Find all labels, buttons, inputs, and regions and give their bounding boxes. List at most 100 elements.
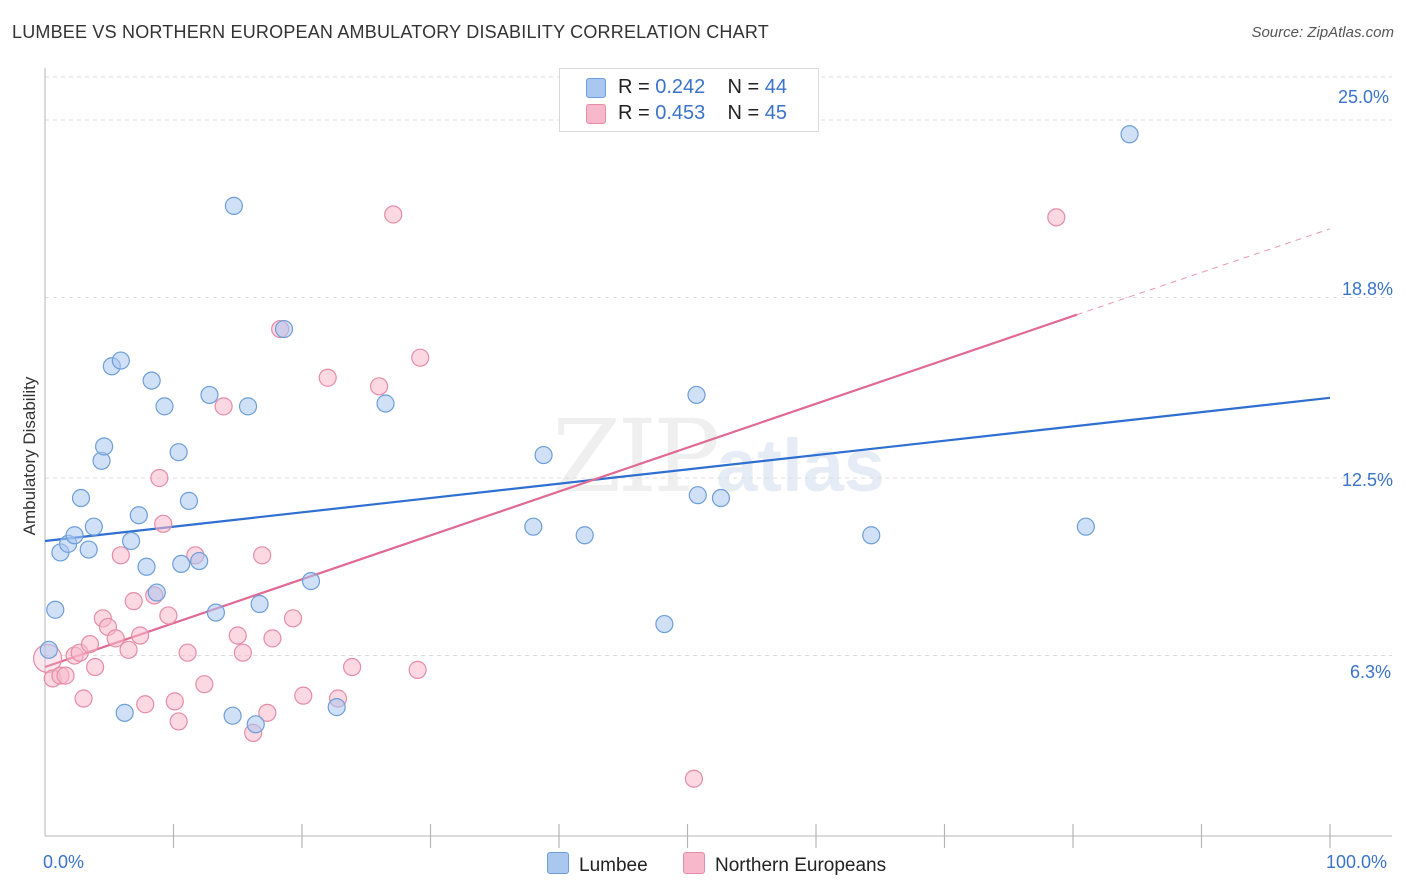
northern-europeans-point [263, 629, 282, 648]
northern-europeans-point [124, 592, 143, 611]
northern-europeans-point [150, 468, 169, 488]
lumbee-point [246, 715, 265, 734]
y-tick-label-25: 25.0% [1338, 87, 1390, 107]
legend-n-value-lumbee: 44 [764, 76, 788, 98]
lumbee-point [1076, 517, 1095, 536]
lumbee-point [376, 394, 395, 413]
lumbee-point [655, 614, 674, 634]
lumbee-point [79, 540, 98, 559]
bottom-legend-northern-europeans: Northern Europeans [683, 852, 886, 877]
lumbee-point [687, 385, 706, 405]
northern-europeans-point [86, 657, 105, 677]
lumbee-point [274, 319, 294, 339]
correlation-legend: R = 0.242 N = 44 R = 0.453 N = 45 [559, 68, 819, 132]
lumbee-point [534, 445, 553, 465]
northern-europeans-point [228, 626, 247, 645]
lumbee-point [206, 603, 226, 622]
northern-europeans-point [154, 514, 173, 533]
northern-europeans-point [258, 703, 277, 722]
northern-europeans-point [119, 640, 138, 659]
legend-n-value-northern-europeans: 45 [764, 102, 788, 124]
northern-europeans-point [111, 546, 130, 565]
lumbee-point [575, 526, 594, 545]
gridlines [45, 76, 1392, 657]
lumbee-point [46, 600, 65, 619]
watermark-atlas: atlas [716, 424, 885, 507]
lumbee-point [84, 517, 103, 536]
legend-r-label: R = [618, 76, 650, 98]
bottom-legend-label-northern-europeans: Northern Europeans [715, 855, 887, 876]
lumbee-point [223, 706, 242, 725]
lumbee-point [1120, 125, 1139, 144]
legend-n-label: N = [727, 76, 760, 98]
lumbee-point [179, 491, 199, 510]
trend-line-northern-europeans [44, 313, 1078, 669]
northern-europeans-point [343, 657, 362, 677]
lumbee-point [190, 551, 209, 571]
northern-europeans-point [318, 368, 337, 387]
lumbee-point [137, 557, 156, 576]
northern-europeans-point [1047, 208, 1066, 227]
northern-europeans-point [169, 712, 188, 731]
data-points [32, 125, 1139, 788]
lumbee-point [129, 506, 148, 525]
y-tick-label-6-3: 6.3% [1350, 662, 1392, 682]
lumbee-point [71, 488, 91, 508]
northern-europeans-point [283, 609, 303, 628]
northern-europeans-point [165, 692, 184, 711]
lumbee-point [147, 583, 166, 602]
northern-europeans-point [136, 695, 155, 714]
northern-europeans-point [195, 675, 214, 694]
y-tick-label-18-8: 18.8% [1342, 279, 1394, 299]
lumbee-point [142, 371, 161, 390]
x-tick-label-max: 100.0% [1326, 852, 1388, 872]
northern-europeans-point [74, 689, 93, 708]
northern-europeans-point [411, 348, 430, 367]
y-tick-label-12-5: 12.5% [1342, 470, 1394, 490]
legend-r-value-northern-europeans: 0.453 [655, 102, 706, 124]
trend-line-lumbee [44, 396, 1331, 543]
northern-europeans-point [130, 626, 150, 645]
northern-europeans-point [80, 635, 100, 654]
chart-title: LUMBEE VS NORTHERN EUROPEAN AMBULATORY D… [12, 22, 769, 42]
lumbee-point [121, 531, 141, 551]
legend-swatch-northern-europeans [586, 104, 606, 124]
northern-europeans-point [214, 397, 233, 416]
northern-europeans-point [159, 606, 178, 625]
trend-line-extension [1076, 228, 1331, 316]
lumbee-point [250, 594, 269, 614]
source-credit: Source: ZipAtlas.com [1251, 24, 1394, 41]
lumbee-point [172, 554, 191, 574]
northern-europeans-point [106, 629, 125, 648]
lumbee-point [711, 488, 731, 508]
trend-lines [44, 228, 1331, 669]
northern-europeans-point [370, 377, 389, 396]
legend-r-value-lumbee: 0.242 [655, 76, 706, 98]
lumbee-point [39, 640, 58, 659]
lumbee-point [111, 351, 130, 370]
lumbee-point [115, 703, 134, 722]
bottom-legend-swatch-lumbee [547, 852, 569, 874]
northern-europeans-point [294, 686, 313, 705]
x-tick-label-min: 0.0% [43, 852, 85, 872]
northern-europeans-point [384, 205, 403, 224]
lumbee-point [327, 698, 346, 717]
lumbee-point [169, 443, 188, 462]
northern-europeans-point [178, 643, 197, 662]
northern-europeans-point [233, 643, 252, 662]
northern-europeans-point [56, 666, 75, 685]
legend-r-label: R = [618, 102, 650, 124]
lumbee-point [524, 517, 543, 536]
y-axis-label: Ambulatory Disability [20, 376, 39, 536]
lumbee-point [65, 526, 84, 545]
lumbee-point [224, 196, 243, 215]
bottom-legend-label-lumbee: Lumbee [579, 855, 648, 876]
lumbee-point [95, 437, 114, 456]
lumbee-point [200, 385, 219, 405]
lumbee-point [155, 397, 174, 416]
axes [44, 68, 1392, 848]
northern-europeans-point [253, 546, 272, 565]
bottom-legend-swatch-northern-europeans [683, 852, 705, 874]
lumbee-point [862, 526, 881, 545]
